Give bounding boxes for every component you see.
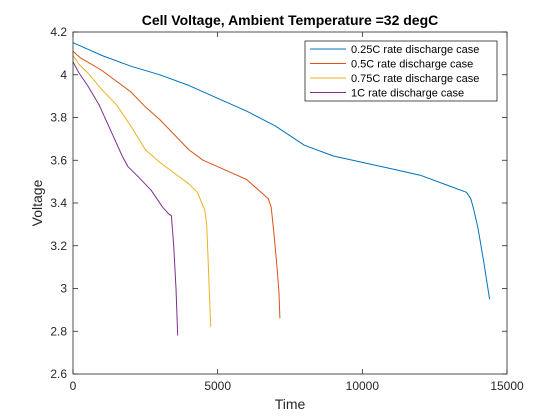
series-line-3	[72, 55, 212, 328]
y-tick-label: 3.8	[50, 111, 67, 125]
axes-box	[72, 31, 508, 375]
x-axis-ticks: 0 5000 10000 15000	[70, 32, 524, 393]
x-tick-label: 5000	[204, 379, 231, 393]
chart-title: Cell Voltage, Ambient Temperature =32 de…	[142, 12, 439, 28]
series-layer	[72, 42, 491, 336]
legend-box	[304, 40, 498, 102]
y-tick-label: 2.6	[50, 367, 67, 381]
y-tick-label: 3.4	[50, 196, 67, 210]
x-tick-label: 10000	[346, 379, 380, 393]
series-line-2	[72, 50, 281, 319]
legend-label-4: 1C rate discharge case	[351, 88, 464, 100]
legend-label-1: 0.25C rate discharge case	[351, 44, 479, 56]
x-tick-label: 15000	[490, 379, 524, 393]
x-tick-label: 0	[70, 379, 77, 393]
series-line-4	[72, 61, 179, 336]
y-tick-label: 4	[60, 68, 67, 82]
y-axis-ticks: 2.6 2.8 3 3.2 3.4 3.6 3.8 4 4.2	[50, 25, 507, 381]
y-axis-title: Voltage	[29, 179, 45, 226]
y-tick-label: 2.8	[50, 324, 67, 338]
legend: 0.25C rate discharge case 0.5C rate disch…	[304, 40, 498, 102]
y-tick-label: 3.6	[50, 153, 67, 167]
y-tick-label: 4.2	[50, 25, 67, 39]
x-axis-title: Time	[275, 396, 306, 412]
series-line-1	[72, 42, 491, 300]
y-tick-label: 3	[60, 282, 67, 296]
legend-label-2: 0.5C rate discharge case	[351, 59, 473, 71]
y-tick-label: 3.2	[50, 239, 67, 253]
legend-label-3: 0.75C rate discharge case	[351, 73, 479, 85]
